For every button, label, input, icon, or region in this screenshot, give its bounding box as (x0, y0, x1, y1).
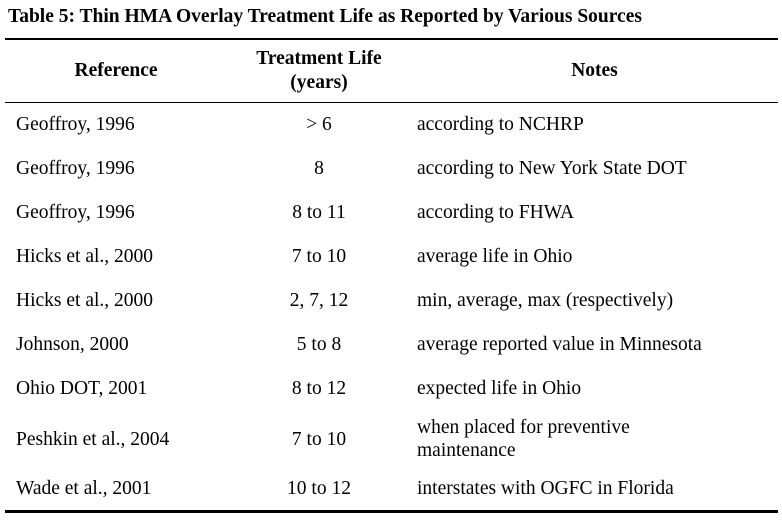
table-header-row: Reference Treatment Life (years) Notes (5, 39, 778, 103)
header-treatment-life-line2: (years) (290, 72, 348, 93)
cell-reference: Geoffroy, 1996 (16, 158, 135, 179)
cell-notes-line1: when placed for preventive (417, 417, 630, 438)
cell-treatment-life: 8 (314, 158, 324, 179)
cell-treatment-life: 7 to 10 (291, 246, 347, 267)
cell-treatment-life: 8 to 12 (291, 378, 347, 399)
cell-reference: Johnson, 2000 (16, 334, 129, 355)
cell-notes: according to FHWA (417, 202, 575, 223)
cell-treatment-life: 5 to 8 (296, 334, 342, 355)
cell-reference: Hicks et al., 2000 (16, 290, 154, 311)
cell-treatment-life: 10 to 12 (287, 478, 351, 500)
table-row: Geoffroy, 1996 8 according to New York S… (5, 147, 778, 191)
table-row: Johnson, 2000 5 to 8 average reported va… (5, 323, 778, 367)
table-row: Ohio DOT, 2001 8 to 12 expected life in … (5, 367, 778, 411)
cell-notes: interstates with OGFC in Florida (417, 478, 674, 500)
table-row: Wade et al., 2001 10 to 12 interstates w… (5, 468, 778, 512)
table-row: Peshkin et al., 2004 7 to 10 when placed… (5, 411, 778, 468)
cell-reference: Geoffroy, 1996 (16, 202, 135, 223)
cell-notes: expected life in Ohio (417, 378, 582, 399)
cell-notes: according to NCHRP (417, 114, 584, 136)
header-reference: Reference (74, 60, 158, 81)
cell-reference: Peshkin et al., 2004 (16, 428, 170, 450)
cell-notes: min, average, max (respectively) (417, 290, 674, 311)
cell-treatment-life: > 6 (306, 114, 332, 136)
table-row: Hicks et al., 2000 7 to 10 average life … (5, 235, 778, 279)
cell-reference: Geoffroy, 1996 (16, 114, 135, 136)
cell-reference: Ohio DOT, 2001 (16, 378, 148, 399)
header-notes: Notes (571, 60, 618, 81)
cell-notes: average reported value in Minnesota (417, 334, 702, 355)
cell-reference: Wade et al., 2001 (16, 478, 152, 500)
cell-treatment-life: 8 to 11 (292, 202, 346, 223)
treatment-life-table: Reference Treatment Life (years) Notes G… (5, 38, 778, 513)
table-row: Geoffroy, 1996 8 to 11 according to FHWA (5, 191, 778, 235)
cell-treatment-life: 7 to 10 (291, 428, 347, 450)
header-treatment-life-line1: Treatment Life (256, 48, 382, 69)
header-treatment-life: Treatment Life (years) (227, 39, 411, 103)
cell-treatment-life: 2, 7, 12 (289, 290, 349, 311)
table-row: Geoffroy, 1996 > 6 according to NCHRP (5, 103, 778, 147)
table-row: Hicks et al., 2000 2, 7, 12 min, average… (5, 279, 778, 323)
cell-notes: average life in Ohio (417, 246, 573, 267)
cell-notes: when placed for preventive maintenance (411, 411, 778, 468)
cell-reference: Hicks et al., 2000 (16, 246, 154, 267)
cell-notes: according to New York State DOT (417, 158, 687, 179)
cell-notes-line2: maintenance (417, 440, 516, 461)
table-caption: Table 5: Thin HMA Overlay Treatment Life… (8, 6, 642, 27)
